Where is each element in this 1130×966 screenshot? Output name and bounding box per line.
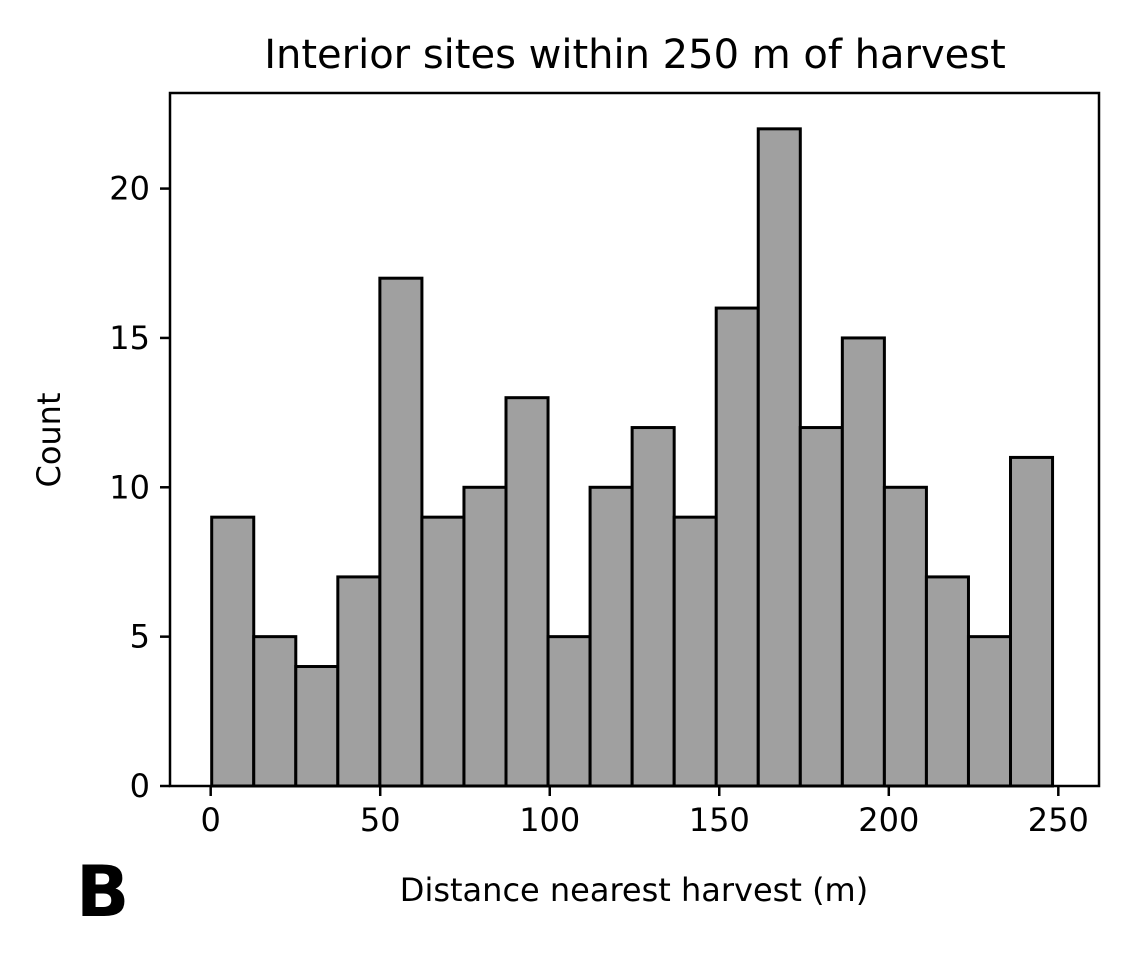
y-tick-label: 20 <box>109 170 150 208</box>
y-tick-label: 5 <box>130 618 150 656</box>
histogram-bar <box>294 665 340 788</box>
panel-letter: B <box>76 851 129 933</box>
chart-title: Interior sites within 250 m of harvest <box>264 32 1006 78</box>
histogram-bar <box>672 515 718 788</box>
x-tick-label: 200 <box>858 801 919 839</box>
y-tick-label: 15 <box>109 319 150 357</box>
y-tick-label: 0 <box>130 767 150 805</box>
histogram-bar <box>546 635 592 788</box>
y-tick-label: 10 <box>109 468 150 506</box>
bars-group <box>210 127 1055 788</box>
x-axis: 0 50 100 150 200 250 <box>201 786 1089 839</box>
histogram-bar <box>1009 455 1055 788</box>
histogram-bar <box>588 485 634 788</box>
histogram-bar <box>378 276 424 788</box>
histogram-bar <box>210 515 256 788</box>
histogram-bar <box>924 575 970 788</box>
x-axis-label: Distance nearest harvest (m) <box>400 871 868 909</box>
y-axis-label: Count <box>30 392 68 487</box>
histogram-bar <box>966 635 1013 788</box>
histogram-bar <box>420 515 466 788</box>
histogram-bar <box>798 426 844 788</box>
x-tick-label: 100 <box>519 801 580 839</box>
x-tick-label: 250 <box>1028 801 1089 839</box>
x-tick-label: 0 <box>201 801 221 839</box>
histogram-bar <box>504 396 550 788</box>
histogram-bar <box>336 575 382 788</box>
histogram-bar <box>252 635 298 788</box>
y-axis: 0 5 10 15 20 <box>109 170 170 805</box>
histogram-bar <box>714 306 760 788</box>
histogram-bar <box>756 127 802 788</box>
x-tick-label: 50 <box>360 801 401 839</box>
histogram-bar <box>462 485 508 788</box>
histogram-bar <box>630 426 676 788</box>
histogram-bar <box>882 485 928 788</box>
x-tick-label: 150 <box>689 801 750 839</box>
plot-frame <box>168 91 1101 788</box>
histogram-bar <box>840 336 886 788</box>
